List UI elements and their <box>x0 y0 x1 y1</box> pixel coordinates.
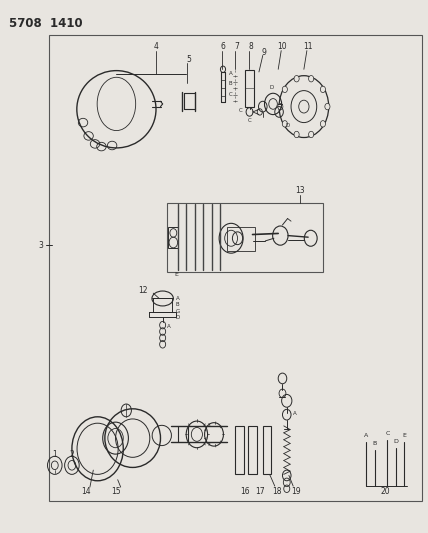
Text: E: E <box>402 433 407 439</box>
Text: A: A <box>229 71 233 76</box>
Text: A: A <box>364 433 368 439</box>
Bar <box>227 227 255 251</box>
Bar <box>235 426 244 474</box>
Text: D: D <box>269 85 273 91</box>
Text: D: D <box>393 439 398 444</box>
Text: 11: 11 <box>303 43 313 51</box>
Text: 4: 4 <box>154 43 159 51</box>
Circle shape <box>278 103 283 110</box>
Text: C: C <box>239 108 242 113</box>
Text: C: C <box>229 92 233 98</box>
Bar <box>248 426 257 474</box>
Circle shape <box>309 76 314 82</box>
Circle shape <box>320 86 325 93</box>
Text: 18: 18 <box>273 488 282 496</box>
Text: 16: 16 <box>240 488 250 496</box>
Text: 8: 8 <box>248 43 253 51</box>
Text: 12: 12 <box>139 286 148 295</box>
Text: 20: 20 <box>380 488 390 496</box>
Text: 7: 7 <box>234 43 239 51</box>
Text: 5708  1410: 5708 1410 <box>9 18 82 30</box>
Circle shape <box>282 120 288 127</box>
Text: D: D <box>175 315 180 320</box>
Circle shape <box>282 86 288 93</box>
Text: A: A <box>167 324 171 329</box>
Text: 1: 1 <box>52 450 57 458</box>
Text: 19: 19 <box>291 488 301 496</box>
Circle shape <box>294 76 299 82</box>
Bar <box>167 203 323 272</box>
Text: 10: 10 <box>278 43 287 51</box>
Text: D: D <box>286 123 290 128</box>
Circle shape <box>309 131 314 138</box>
Bar <box>49 35 422 501</box>
Text: G: G <box>175 309 180 314</box>
Text: 2: 2 <box>69 450 74 458</box>
Text: 15: 15 <box>112 488 121 496</box>
Text: A: A <box>176 296 179 301</box>
Text: B: B <box>229 81 232 86</box>
Bar <box>245 70 254 107</box>
Text: 5: 5 <box>186 55 191 64</box>
Circle shape <box>294 131 299 138</box>
Bar <box>263 426 271 474</box>
Bar <box>168 227 178 248</box>
Text: A: A <box>293 410 297 416</box>
Text: C: C <box>248 118 251 123</box>
Circle shape <box>320 120 325 127</box>
Text: 9: 9 <box>262 48 267 56</box>
Text: 17: 17 <box>256 488 265 496</box>
Text: B: B <box>176 302 179 308</box>
Circle shape <box>325 103 330 110</box>
Text: 6: 6 <box>221 43 226 51</box>
Text: E: E <box>174 272 178 277</box>
Text: 3: 3 <box>38 241 43 249</box>
Text: 14: 14 <box>81 488 90 496</box>
Text: 13: 13 <box>295 187 304 195</box>
Text: B: B <box>372 441 377 447</box>
Text: C: C <box>385 431 389 436</box>
